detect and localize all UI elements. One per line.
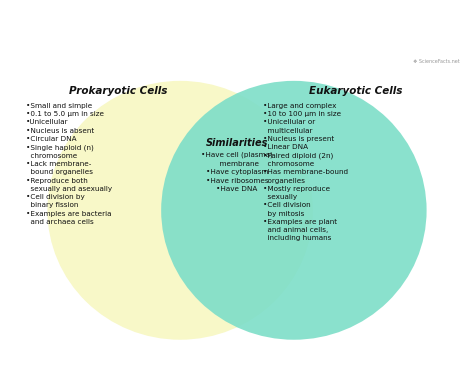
Text: Eukaryotic Cells: Eukaryotic Cells — [309, 85, 402, 96]
Text: Prokaryotic Cells: Prokaryotic Cells — [69, 85, 168, 96]
Text: Similarities: Similarities — [206, 138, 268, 148]
Ellipse shape — [47, 81, 313, 340]
Text: Prokaryotic and Eukaryotic  Cells Venn Diagram: Prokaryotic and Eukaryotic Cells Venn Di… — [0, 15, 474, 34]
Text: •Large and complex
•10 to 100 μm in size
•Unicellular or
  multicellular
•Nucleu: •Large and complex •10 to 100 μm in size… — [263, 103, 348, 242]
Text: ❖ ScienceFacts.net: ❖ ScienceFacts.net — [413, 59, 460, 64]
Text: •Small and simple
•0.1 to 5.0 μm in size
•Unicellular
•Nucleus is absent
•Circul: •Small and simple •0.1 to 5.0 μm in size… — [26, 103, 112, 225]
Ellipse shape — [161, 81, 427, 340]
Text: •Have cell (plasma)
  membrane
•Have cytoplasm
•Have ribosomes
•Have DNA: •Have cell (plasma) membrane •Have cytop… — [201, 152, 273, 192]
